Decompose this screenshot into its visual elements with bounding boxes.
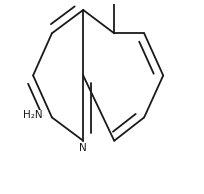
Text: H₂N: H₂N <box>23 110 43 120</box>
Text: N: N <box>79 143 87 153</box>
